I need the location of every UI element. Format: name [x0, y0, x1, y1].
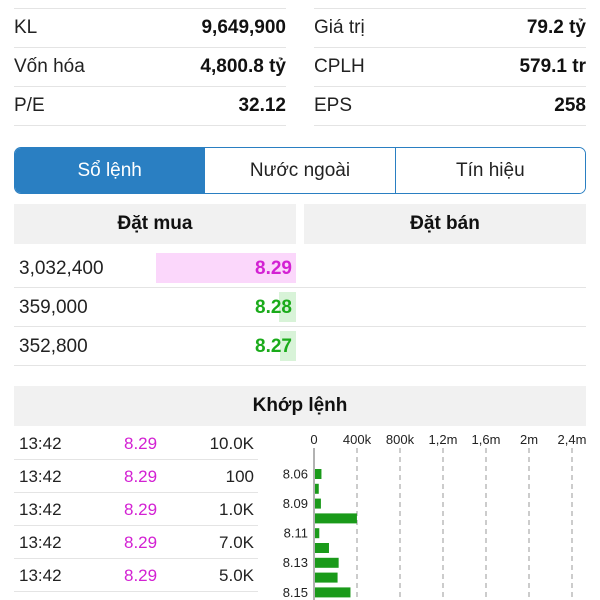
bid-price: 8.28	[255, 296, 292, 318]
stat-value: 32.12	[238, 95, 286, 116]
stat-label: CPLH	[314, 56, 365, 77]
stat-label: Vốn hóa	[14, 56, 85, 77]
tab-signals[interactable]: Tín hiệu	[394, 148, 585, 193]
stat-value: 9,649,900	[201, 17, 286, 38]
stat-label: EPS	[314, 95, 353, 116]
trade-time: 13:42	[19, 466, 62, 486]
trade-price: 8.29	[124, 565, 158, 585]
volume-bar	[315, 469, 322, 479]
bid-quantity: 3,032,400	[19, 257, 104, 279]
volume-bar	[315, 513, 357, 524]
bid-quantity: 352,800	[19, 335, 88, 357]
stats-right-column: Giá trị 79.2 tỷ CPLH 579.1 tr EPS 258	[314, 8, 586, 126]
trade-row: 13:42 8.29 5.0K	[14, 559, 258, 592]
x-tick-label: 400k	[343, 432, 372, 447]
stat-label: Giá trị	[314, 17, 365, 38]
stat-value: 79.2 tỷ	[526, 17, 586, 38]
volume-bar	[315, 572, 338, 583]
tab-order-book[interactable]: Sổ lệnh	[15, 148, 205, 193]
volume-bar	[315, 557, 339, 568]
trade-row: 13:42 8.29 7.0K	[14, 526, 258, 559]
matched-orders-header: Khớp lệnh	[14, 386, 586, 426]
trade-time: 13:42	[19, 499, 62, 519]
bid-depth-bar	[156, 253, 296, 283]
stat-value: 4,800.8 tỷ	[200, 56, 286, 77]
trade-volume: 100	[225, 466, 254, 486]
segmented-tabs: Sổ lệnh Nước ngoài Tín hiệu	[14, 147, 586, 194]
x-tick-label: 2,4m	[558, 432, 587, 447]
y-tick-label: 8.11	[284, 526, 308, 541]
y-tick-label: 8.15	[283, 585, 308, 600]
buy-header: Đặt mua	[14, 204, 296, 244]
stat-label: KL	[14, 17, 38, 38]
volume-bar	[315, 587, 351, 598]
x-tick-label: 1,2m	[429, 432, 458, 447]
trade-time: 13:42	[19, 532, 62, 552]
volume-by-price-chart: 0 400k 800k 1,2m 1,6m 2m 2,4m 8.06 8.09 8.11 8.13 8…	[283, 432, 587, 600]
trade-volume: 1.0K	[219, 499, 254, 519]
trade-price: 8.29	[124, 433, 158, 453]
trade-price: 8.29	[124, 466, 158, 486]
x-tick-label: 2m	[520, 432, 538, 447]
volume-bar	[315, 498, 321, 509]
stat-pe: P/E 32.12	[14, 87, 286, 126]
trade-volume: 10.0K	[209, 433, 254, 453]
bid-price: 8.29	[255, 257, 292, 279]
y-tick-label: 8.06	[283, 466, 308, 481]
x-tick-label: 800k	[386, 432, 415, 447]
stat-eps: EPS 258	[314, 87, 586, 126]
stat-value: 258	[554, 95, 586, 116]
trade-row: 13:42 8.29 10.0K	[14, 427, 258, 460]
stat-label: P/E	[14, 95, 45, 116]
bid-price: 8.27	[255, 335, 292, 357]
x-tick-label: 1,6m	[472, 432, 501, 447]
y-tick-label: 8.13	[283, 555, 308, 570]
volume-bar	[315, 543, 329, 553]
bid-row[interactable]: 352,800 8.27	[14, 327, 586, 366]
bid-row[interactable]: 3,032,400 8.29	[14, 249, 586, 288]
stats-left-column: KL 9,649,900 Vốn hóa 4,800.8 tỷ P/E 32.1…	[14, 8, 286, 126]
trade-volume: 5.0K	[219, 565, 254, 585]
bid-depth-bar	[279, 292, 296, 322]
trade-price: 8.29	[124, 532, 158, 552]
stock-stats: KL 9,649,900 Vốn hóa 4,800.8 tỷ P/E 32.1…	[0, 0, 600, 128]
stat-value-traded: Giá trị 79.2 tỷ	[314, 9, 586, 48]
trade-row: 13:42 8.29 100	[14, 460, 258, 493]
volume-bar	[315, 528, 320, 539]
bid-depth-bar	[280, 331, 296, 361]
stat-volume: KL 9,649,900	[14, 9, 286, 48]
volume-bar	[315, 483, 319, 494]
trade-price: 8.29	[124, 499, 158, 519]
stat-market-cap: Vốn hóa 4,800.8 tỷ	[14, 48, 286, 87]
trade-volume: 7.0K	[219, 532, 254, 552]
y-tick-label: 8.09	[283, 496, 308, 511]
stat-value: 579.1 tr	[519, 56, 586, 77]
bid-quantity: 359,000	[19, 296, 88, 318]
trade-time: 13:42	[19, 433, 62, 453]
bid-row[interactable]: 359,000 8.28	[14, 288, 586, 327]
sell-header: Đặt bán	[304, 204, 586, 244]
trade-time: 13:42	[19, 565, 62, 585]
stat-shares-outstanding: CPLH 579.1 tr	[314, 48, 586, 87]
x-tick-label: 0	[310, 432, 317, 447]
trade-row: 13:42 8.29 1.0K	[14, 493, 258, 526]
tab-foreign[interactable]: Nước ngoài	[204, 148, 395, 193]
